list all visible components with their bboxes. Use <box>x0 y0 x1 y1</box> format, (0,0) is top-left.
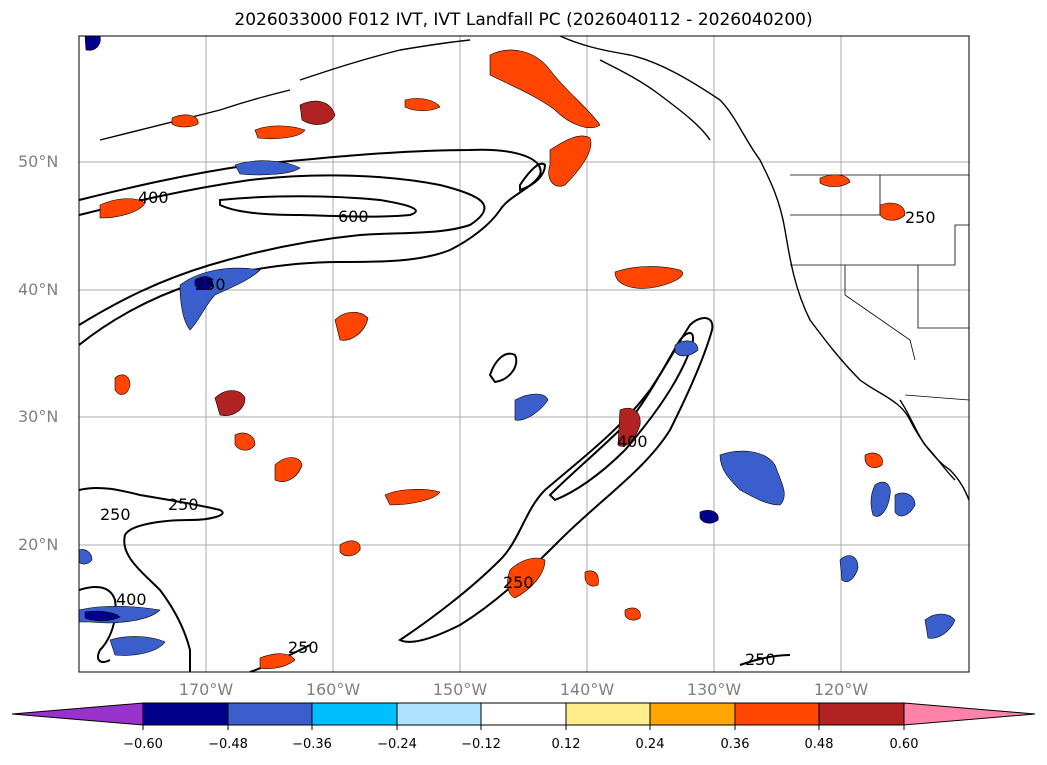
colorbar-segment <box>649 702 736 726</box>
patch-neg-12 <box>79 549 93 565</box>
patch-pos-1 <box>489 49 601 129</box>
patch-pos-17 <box>879 202 906 221</box>
patch-neg-4 <box>719 450 785 506</box>
contour-label: 250 <box>168 495 199 514</box>
latitude-label: 30°N <box>18 407 59 426</box>
contour-small-loop <box>488 352 518 384</box>
patch-pos-11 <box>274 457 303 482</box>
patch-neg-2 <box>194 276 213 290</box>
colorbar-tick-label: −0.48 <box>208 737 248 752</box>
contour-label: 400 <box>138 188 169 207</box>
colorbar-segment <box>227 702 313 726</box>
patch-pos-12 <box>384 489 441 506</box>
colorbar <box>11 702 1036 730</box>
patch-pos-18 <box>819 174 851 187</box>
patch-neg-10 <box>84 610 121 622</box>
patch-pos-9 <box>114 374 131 395</box>
patch-pos-4 <box>299 100 336 125</box>
longitude-label: 160°W <box>305 680 361 699</box>
longitude-label: 130°W <box>686 680 742 699</box>
contour-400-north <box>79 174 486 326</box>
patch-neg-6 <box>674 340 699 357</box>
colorbar-tick-label: −0.12 <box>461 737 501 752</box>
colorbar-tick-label: −0.36 <box>292 737 332 752</box>
colorbar-tick-label: 0.36 <box>720 737 750 752</box>
negative-pc-patches <box>79 36 956 656</box>
contour-label: 400 <box>116 590 147 609</box>
latitude-label: 40°N <box>18 280 59 299</box>
contour-600 <box>219 195 417 218</box>
patch-neg-13 <box>924 613 956 639</box>
colorbar-tick-label: 0.12 <box>551 737 581 752</box>
contour-250-southeast <box>739 654 791 666</box>
patch-neg-3 <box>234 160 301 176</box>
map-frame <box>78 35 970 673</box>
latitude-label: 20°N <box>18 535 59 554</box>
colorbar-segment <box>396 702 482 726</box>
colorbar-extend-low <box>11 702 144 726</box>
longitude-label: 170°W <box>178 680 234 699</box>
contour-label: 250 <box>288 638 319 657</box>
longitude-label: 120°W <box>813 680 869 699</box>
patch-neg-8 <box>894 492 916 517</box>
colorbar-segment <box>734 702 820 726</box>
patch-pos-19 <box>404 98 441 112</box>
colorbar-segment <box>142 702 229 726</box>
contour-250-southwest <box>79 486 224 672</box>
contour-400-southwest <box>79 586 117 663</box>
contour-label: 600 <box>338 207 369 226</box>
patch-neg-14 <box>839 555 859 582</box>
colorbar-extend-high <box>903 702 1036 726</box>
patch-pos-10 <box>234 432 256 451</box>
contour-label-group: 400 600 250 250 400 250 250 400 250 250 … <box>100 188 936 669</box>
contour-label: 250 <box>905 208 936 227</box>
patch-pos-22 <box>624 607 641 621</box>
colorbar-tick-label: 0.48 <box>804 737 834 752</box>
colorbar-segment <box>818 702 905 726</box>
patch-neg-5 <box>514 393 549 421</box>
colorbar-segment <box>480 702 567 726</box>
coastline <box>99 36 969 501</box>
contour-label: 250 <box>745 650 776 669</box>
patch-pos-8 <box>214 390 246 416</box>
colorbar-tick-label: 0.24 <box>635 737 665 752</box>
patch-pos-3 <box>99 198 146 219</box>
patch-neg-11 <box>109 636 166 656</box>
colorbar-tick-label: 0.60 <box>889 737 919 752</box>
patch-pos-7 <box>334 311 369 341</box>
patch-pos-15 <box>507 557 546 599</box>
patch-pos-5 <box>254 125 306 140</box>
longitude-label: 140°W <box>559 680 615 699</box>
patch-neg-16 <box>699 510 719 524</box>
colorbar-tick-label: −0.24 <box>377 737 417 752</box>
patch-pos-16 <box>259 653 296 670</box>
contour-label: 250 <box>195 275 226 294</box>
colorbar-segment <box>311 702 398 726</box>
longitude-label: 150°W <box>432 680 488 699</box>
contour-label: 250 <box>100 505 131 524</box>
map-title: 2026033000 F012 IVT, IVT Landfall PC (20… <box>234 10 813 30</box>
contour-400-central <box>548 332 694 502</box>
patch-pos-23 <box>171 114 199 128</box>
colorbar-segment <box>565 702 651 726</box>
patch-neg-7 <box>870 481 891 517</box>
contour-label: 250 <box>503 573 534 592</box>
colorbar-tick-label: −0.60 <box>123 737 163 752</box>
patch-pos-13 <box>339 540 361 557</box>
contour-400-small <box>519 162 547 192</box>
graticule <box>79 36 969 672</box>
patch-pos-20 <box>864 452 883 469</box>
positive-pc-patches <box>99 49 906 670</box>
patch-pos-21 <box>584 570 599 587</box>
latitude-label: 50°N <box>18 152 59 171</box>
patch-pos-6 <box>614 266 683 289</box>
patch-pos-14 <box>617 407 641 447</box>
patch-pos-2 <box>548 135 592 187</box>
contour-label: 400 <box>617 432 648 451</box>
